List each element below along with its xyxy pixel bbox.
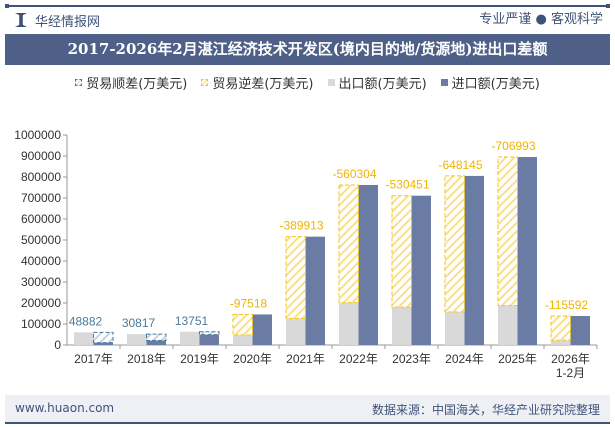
deficit-bar [285, 236, 306, 320]
surplus-bar [199, 331, 220, 336]
y-tick-label: 100000 [21, 317, 61, 331]
x-tick-label: 2019年 [180, 352, 219, 366]
export-bar [445, 312, 465, 345]
deficit-bar [550, 315, 571, 341]
top-divider [5, 4, 610, 8]
legend-label: 出口额(万美元) [338, 77, 427, 92]
balance-label: -706993 [491, 139, 535, 153]
export-bar [180, 331, 200, 345]
footer: www.huaon.com 数据来源：中国海关，华经产业研究院整理 [5, 395, 610, 424]
export-bar [392, 307, 412, 345]
x-tick-label: 2023年 [392, 352, 431, 366]
deficit-bar [444, 175, 465, 313]
y-tick-label: 200000 [21, 296, 61, 310]
import-bar [358, 184, 378, 345]
surplus-swatch-icon [75, 79, 83, 86]
brand: 华经情报网 [15, 10, 100, 30]
import-bar [199, 334, 219, 345]
deficit-bar [497, 156, 518, 307]
import-bar [570, 316, 590, 345]
export-bar [551, 340, 571, 345]
import-bar [411, 195, 431, 345]
export-bar [339, 302, 359, 345]
legend-import: 进口额(万美元) [440, 73, 540, 92]
website-link[interactable]: www.huaon.com [15, 401, 115, 415]
y-tick-label: 500000 [21, 233, 61, 247]
x-tick-label: 2022年 [339, 352, 378, 366]
import-bar [93, 342, 113, 345]
y-tick-label: 800000 [21, 170, 61, 184]
surplus-bar [146, 333, 167, 342]
x-tick-label: 2017年 [74, 352, 113, 366]
y-tick-label: 700000 [21, 191, 61, 205]
x-tick-label: 2021年 [286, 352, 325, 366]
export-bar [498, 305, 518, 345]
y-tick-label: 0 [54, 338, 61, 352]
bar-chart: 0 100000 200000 300000 400000 500000 600000 700… [14, 128, 598, 380]
balance-label: -648145 [438, 158, 482, 172]
balance-label: 13751 [175, 314, 209, 328]
legend-export: 出口额(万美元) [327, 73, 427, 92]
x-tick-label: 2018年 [127, 352, 166, 366]
x-tick-label: 2024年 [445, 352, 484, 366]
balance-label: 30817 [122, 316, 156, 330]
import-bar [146, 340, 166, 345]
export-bar [127, 334, 147, 345]
balance-label: -115592 [545, 298, 588, 312]
import-bar [305, 236, 325, 345]
deficit-bar [232, 313, 253, 336]
deficit-bar [338, 184, 359, 304]
legend-label: 贸易顺差(万美元) [86, 77, 188, 92]
balance-label: -97518 [230, 296, 268, 310]
y-tick-label: 300000 [21, 275, 61, 289]
import-swatch-icon [440, 79, 448, 86]
x-tick-label: 2020年 [233, 352, 272, 366]
slogan: 专业严谨 ● 客观科学 [479, 12, 603, 27]
legend-surplus: 贸易顺差(万美元) [75, 73, 187, 92]
balance-label: -389913 [279, 219, 323, 233]
export-swatch-icon [327, 79, 335, 86]
deficit-bar [391, 195, 412, 308]
import-bar [464, 175, 484, 345]
y-tick-label: 400000 [21, 254, 61, 268]
balance-label: -530451 [385, 178, 429, 192]
y-tick-label: 900000 [21, 149, 61, 163]
legend-label: 贸易逆差(万美元) [212, 77, 314, 92]
balance-label: -560304 [332, 167, 376, 181]
deficit-swatch-icon [201, 79, 209, 86]
y-tick-label: 600000 [21, 212, 61, 226]
x-tick-label: 2026年 [551, 352, 590, 366]
brand-name: 华经情报网 [35, 14, 101, 30]
chart-title: 2017-2026年2月湛江经济技术开发区(境内目的地/货源地)进出口差额 [5, 34, 610, 65]
import-bar [252, 314, 272, 345]
balance-label: 48882 [69, 314, 103, 328]
surplus-bar [93, 331, 114, 344]
legend-label: 进口额(万美元) [451, 77, 540, 92]
x-tick-label: 1-2月 [556, 366, 585, 380]
legend-deficit: 贸易逆差(万美元) [201, 73, 314, 92]
data-source: 数据来源：中国海关，华经产业研究院整理 [371, 403, 600, 417]
import-bar [517, 157, 537, 345]
export-bar [286, 318, 306, 345]
legend: 贸易顺差(万美元) 贸易逆差(万美元) 出口额(万美元) 进口额(万美元) [0, 73, 615, 92]
y-tick-label: 1000000 [14, 128, 61, 142]
x-tick-label: 2025年 [498, 352, 537, 366]
export-bar [74, 332, 94, 345]
export-bar [233, 334, 253, 345]
